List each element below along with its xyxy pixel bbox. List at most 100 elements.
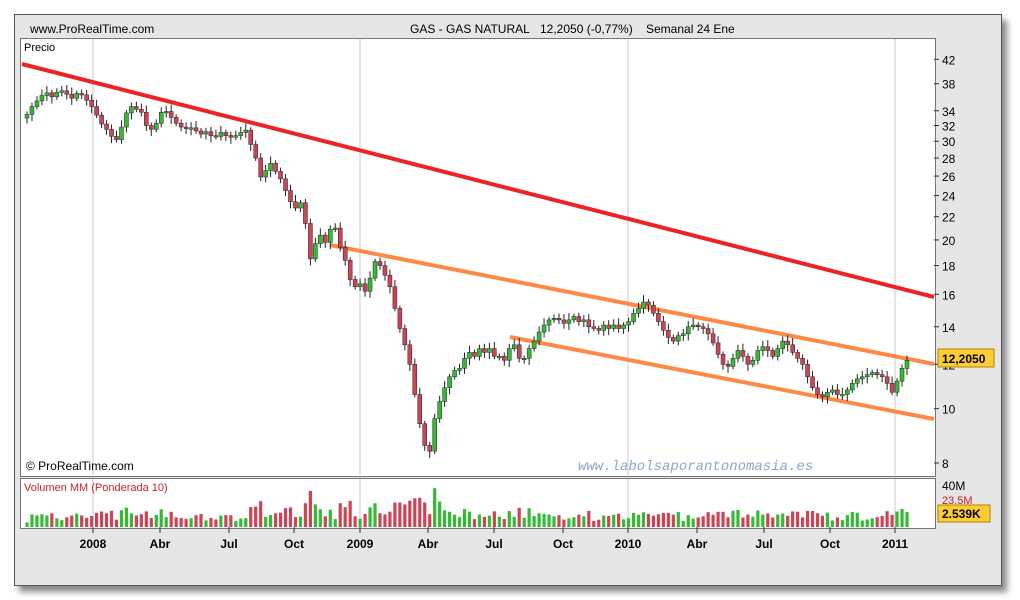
candle-body [770,350,776,357]
volume-bar [472,519,477,527]
volume-bar [905,511,909,527]
candle-body [656,312,661,322]
volume-bar [244,518,248,527]
volume-bar [214,519,218,527]
candle-body [646,301,651,306]
volume-bar [835,517,839,527]
candle-body [685,326,691,335]
candle-body [507,348,512,361]
candle-body [710,333,716,344]
volume-bar [487,515,491,527]
y-tick-label: 18 [942,260,956,274]
candle-body [571,316,577,321]
volume-bar [124,507,129,527]
resistance-trendline [21,62,935,299]
candle-body [342,247,348,261]
volume-bar [681,520,685,527]
candle-body [626,321,631,326]
candle-body [511,344,517,349]
volume-bar [189,518,193,527]
candle-body [830,389,835,393]
candle-body [855,378,860,384]
volume-bar [686,515,690,527]
candle-body [681,333,686,336]
candle-body [288,190,293,202]
volume-bar [80,515,84,527]
x-tick-label: Oct [553,537,573,551]
x-tick-label: 2009 [347,537,374,551]
volume-bar [358,518,362,527]
volume-bar [428,514,432,527]
volume-bar [184,518,188,527]
volume-bar [612,514,616,527]
candle-body [382,265,388,276]
y-tick-label: 42 [942,53,956,67]
volume-bar [99,511,104,527]
candle-body [168,111,174,118]
candle-body [119,126,124,140]
candle-body [198,130,204,135]
copyright-text: © ProRealTime.com [26,459,134,473]
candle-body [154,123,159,130]
volume-bar [850,512,854,527]
volume-bar [109,510,114,527]
volume-bar [786,515,790,527]
candle-body [864,374,870,378]
volume-bar [696,517,700,527]
watermark-text: www.labolsaporantonomasia.es [578,459,813,475]
volume-bar [40,514,44,527]
candle-body [293,201,298,209]
volume-bar [104,513,109,527]
candle-body [387,274,393,288]
volume-bar [622,519,626,527]
volume-bar [462,509,467,527]
candle-body [447,376,452,388]
candle-body [725,364,731,367]
candle-body [477,348,482,357]
volume-bar [457,517,462,527]
candle-body [815,387,820,395]
y-tick-label: 22 [942,211,956,225]
volume-bar [229,515,233,527]
candle-body [666,330,671,338]
volume-bar [333,519,337,527]
instrument-name: GAS - GAS NATURAL [410,22,530,36]
volume-bar [149,518,153,527]
candle-body [497,356,502,359]
volume-bar [771,517,775,527]
candle-body [621,324,626,329]
volume-bar [517,507,521,527]
volume-bar [408,500,412,527]
volume-bar [169,511,173,527]
volume-bar [308,490,312,527]
candle-body [34,100,40,107]
price-tag-label: 12,2050 [942,352,986,366]
y-tick-label: 34 [942,105,956,119]
volume-bar [810,511,815,527]
candle-body [581,319,587,322]
x-tick-label: Jul [485,537,502,551]
volume-bar [711,514,715,527]
volume-bar [746,514,750,527]
volume-bar [234,521,238,527]
y-tick-label: 28 [942,152,956,166]
volume-bar [283,508,288,527]
volume-bar [577,514,581,527]
volume-bar [492,511,496,527]
volume-bar [726,517,730,527]
volume-bar [45,515,49,527]
candle-body [218,132,224,137]
volume-bar [761,514,765,527]
volume-bar [791,511,795,527]
volume-bar [154,514,158,527]
candle-body [328,228,333,243]
candle-body [840,394,845,397]
candle-body [531,340,537,349]
volume-bar [273,513,278,527]
candle-body [889,383,895,393]
volume-bar [443,510,447,527]
y-tick-label: 10 [942,403,956,417]
volume-bar [542,514,546,527]
volume-bar [298,516,303,527]
